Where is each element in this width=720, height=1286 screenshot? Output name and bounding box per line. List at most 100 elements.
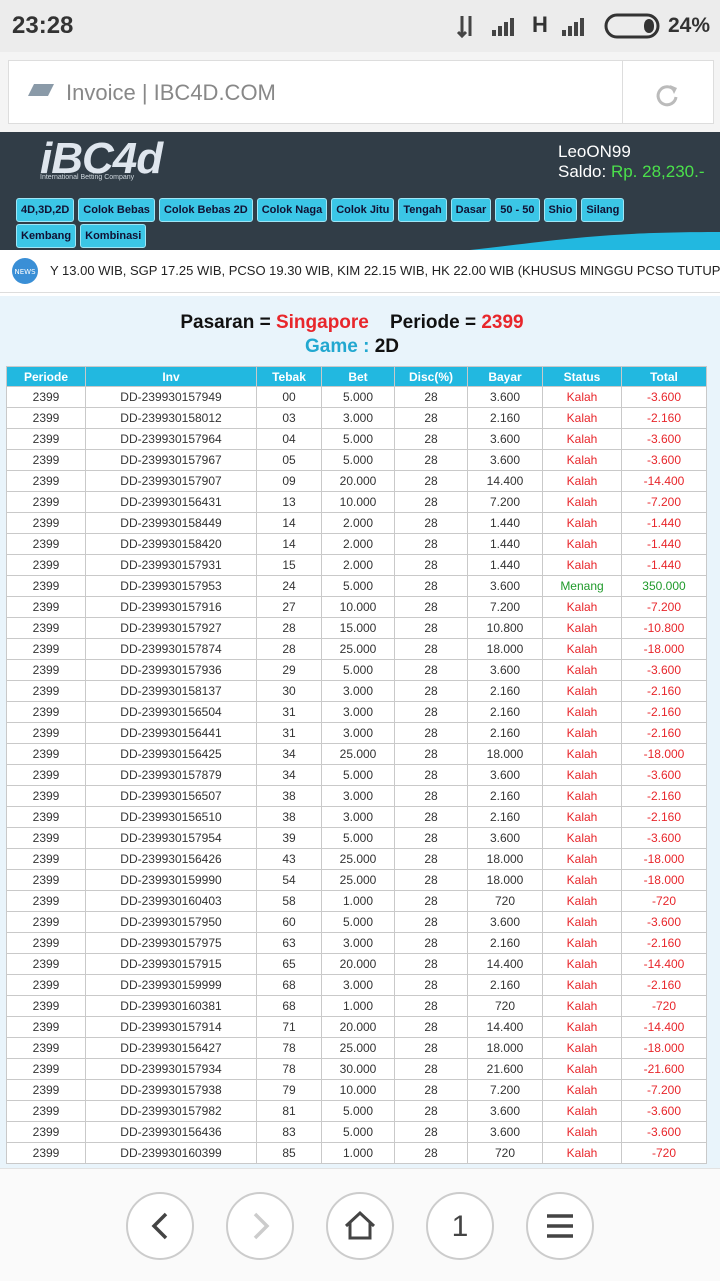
table-row: 2399 DD-239930157938 79 10.000 28 7.200 Kalah -… [6, 1079, 707, 1101]
table-row: 2399 DD-239930156441 31 3.000 28 2.160 Kalah -2… [6, 722, 707, 744]
menu-button[interactable]: Colok Bebas [78, 198, 155, 222]
table-row: 2399 DD-239930158012 03 3.000 28 2.160 Kalah -2… [6, 407, 707, 429]
table-cell: -2.160 [621, 806, 707, 828]
table-row: 2399 DD-239930156504 31 3.000 28 2.160 Kalah -2… [6, 701, 707, 723]
home-button[interactable] [326, 1192, 394, 1260]
table-cell: 3.000 [321, 407, 395, 429]
table-cell: 2399 [6, 974, 86, 996]
table-row: 2399 DD-239930159999 68 3.000 28 2.160 Kalah -2… [6, 974, 707, 996]
table-cell: 38 [256, 806, 322, 828]
table-cell: Kalah [542, 911, 622, 933]
table-cell: 5.000 [321, 575, 395, 597]
table-cell: Kalah [542, 785, 622, 807]
table-cell: 2399 [6, 953, 86, 975]
table-cell: DD-239930157953 [85, 575, 257, 597]
table-cell: 3.600 [467, 659, 543, 681]
table-cell: 3.600 [467, 575, 543, 597]
table-cell: DD-239930157931 [85, 554, 257, 576]
table-cell: -7.200 [621, 1079, 707, 1101]
table-cell: 3.600 [467, 911, 543, 933]
table-cell: 3.600 [467, 1121, 543, 1143]
url-field[interactable] [8, 60, 714, 124]
header-row: Periode Inv Tebak Bet Disc(%) Bayar Status Tota… [6, 366, 707, 387]
reload-button[interactable] [654, 82, 680, 108]
table-cell: 2.000 [321, 533, 395, 555]
table-cell: 2399 [6, 764, 86, 786]
table-cell: -1.440 [621, 554, 707, 576]
table-cell: 28 [394, 764, 468, 786]
table-cell: 350.000 [621, 575, 707, 597]
menu-button[interactable]: Dasar [450, 198, 492, 222]
table-cell: DD-239930156504 [85, 701, 257, 723]
table-cell: 3.000 [321, 785, 395, 807]
table-cell: 3.000 [321, 806, 395, 828]
menu-button[interactable]: 4D,3D,2D [16, 198, 75, 222]
table-cell: DD-239930157938 [85, 1079, 257, 1101]
table-cell: DD-239930157915 [85, 953, 257, 975]
table-cell: DD-239930158012 [85, 407, 257, 429]
table-cell: 28 [394, 638, 468, 660]
favicon [28, 84, 54, 96]
table-cell: 13 [256, 491, 322, 513]
table-cell: Kalah [542, 743, 622, 765]
saldo: Saldo: Rp. 28,230.- [558, 162, 705, 182]
forward-button[interactable] [226, 1192, 294, 1260]
table-cell: 2399 [6, 701, 86, 723]
table-cell: 2399 [6, 575, 86, 597]
table-row: 2399 DD-239930157915 65 20.000 28 14.400 Kalah… [6, 953, 707, 975]
table-cell: -21.600 [621, 1058, 707, 1080]
menu-button[interactable]: Silang [581, 198, 625, 222]
table-cell: DD-239930157916 [85, 596, 257, 618]
logo-tagline: International Betting Company [40, 174, 135, 181]
table-cell: 28 [394, 449, 468, 471]
tabs-button[interactable] [426, 1192, 494, 1260]
table-cell: Kalah [542, 1079, 622, 1101]
table-cell: DD-239930157927 [85, 617, 257, 639]
menu-button[interactable]: Colok Naga [256, 198, 328, 222]
menu-button[interactable]: Tengah [398, 198, 447, 222]
table-cell: 2399 [6, 827, 86, 849]
table-cell: 2.160 [467, 701, 543, 723]
table-cell: Kalah [542, 827, 622, 849]
table-cell: 2399 [6, 1037, 86, 1059]
table-row: 2399 DD-239930157874 28 25.000 28 18.000 Kalah… [6, 638, 707, 660]
url-bar[interactable]: Invoice | IBC4D.COM [0, 52, 720, 133]
table-cell: -3.600 [621, 449, 707, 471]
table-cell: Kalah [542, 848, 622, 870]
table-cell: DD-239930160403 [85, 890, 257, 912]
table-cell: 79 [256, 1079, 322, 1101]
menu-button[interactable]: 50 - 50 [495, 198, 540, 222]
menu-button[interactable]: Kombinasi [80, 224, 147, 248]
table-cell: DD-239930158449 [85, 512, 257, 534]
menu-button[interactable]: Shio [543, 198, 578, 222]
table-cell: DD-239930160381 [85, 995, 257, 1017]
table-cell: DD-239930157967 [85, 449, 257, 471]
table-row: 2399 DD-239930157949 00 5.000 28 3.600 Kalah -3… [6, 386, 707, 408]
table-cell: -720 [621, 890, 707, 912]
periode-label: Periode = [390, 312, 477, 333]
logo[interactable]: iBC4d [40, 134, 163, 183]
table-cell: Menang [542, 575, 622, 597]
table-cell: Kalah [542, 449, 622, 471]
column-header: Disc(%) [394, 366, 468, 387]
game-value: 2D [374, 336, 399, 357]
menu-button[interactable]: Kembang [16, 224, 77, 248]
table-cell: Kalah [542, 722, 622, 744]
table-cell: 2399 [6, 848, 86, 870]
menu-button[interactable]: Colok Jitu [331, 198, 395, 222]
table-cell: Kalah [542, 1016, 622, 1038]
table-cell: Kalah [542, 953, 622, 975]
back-button[interactable] [126, 1192, 194, 1260]
table-cell: Kalah [542, 512, 622, 534]
table-cell: 25.000 [321, 869, 395, 891]
table-cell: DD-239930160399 [85, 1142, 257, 1164]
table-cell: 2399 [6, 554, 86, 576]
table-cell: 3.600 [467, 449, 543, 471]
table-row: 2399 DD-239930160381 68 1.000 28 720 Kalah -720 [6, 995, 707, 1017]
table-cell: -3.600 [621, 428, 707, 450]
table-cell: Kalah [542, 680, 622, 702]
table-cell: 81 [256, 1100, 322, 1122]
table-cell: 2.160 [467, 974, 543, 996]
menu-button[interactable]: Colok Bebas 2D [158, 198, 253, 222]
table-cell: 18.000 [467, 743, 543, 765]
